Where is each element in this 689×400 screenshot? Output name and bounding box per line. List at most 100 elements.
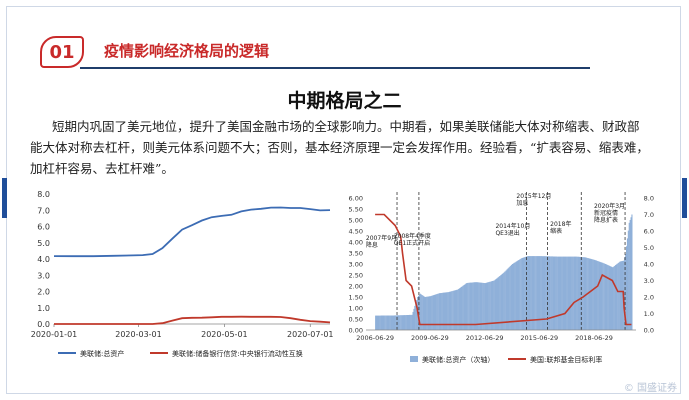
asset-bar	[451, 291, 453, 330]
asset-bar	[511, 264, 513, 330]
asset-bar	[562, 256, 564, 330]
asset-bar	[573, 256, 575, 330]
asset-bar	[412, 311, 414, 330]
slide-nav-tab-left[interactable]	[2, 178, 7, 218]
asset-bar	[553, 256, 555, 330]
asset-bar	[391, 315, 393, 330]
asset-bar	[590, 258, 592, 330]
asset-bar	[390, 315, 392, 330]
asset-bar	[508, 267, 510, 330]
asset-bar	[482, 282, 484, 330]
asset-bar	[577, 256, 579, 330]
asset-bar	[466, 283, 468, 330]
series-line-total-assets	[53, 206, 331, 258]
asset-bar	[576, 256, 578, 330]
event-annotation: 2008年4季度 QE1正式开启	[394, 232, 431, 247]
asset-bar	[420, 294, 422, 330]
asset-bar	[406, 315, 408, 330]
legend-label: 美联储:总资产（次轴）	[422, 355, 494, 364]
asset-bar	[615, 265, 617, 330]
legend-label: 美联储:储备银行信贷:中央银行流动性互换	[172, 349, 303, 358]
y-left-tick-label: 1.50	[349, 294, 363, 302]
asset-bar	[545, 256, 547, 330]
asset-bar	[375, 315, 377, 330]
asset-bar	[428, 296, 430, 330]
asset-bar	[400, 315, 402, 330]
asset-bar	[392, 315, 394, 330]
fed-rate-assets-chart: 0.00 0.50 1.00 1.50 2.00 2.50 3.00 3.50 4.00 4.50…	[349, 192, 654, 364]
asset-bar	[629, 220, 631, 330]
asset-bar	[481, 282, 483, 330]
y-left-tick-label: 5.00	[349, 217, 363, 225]
slide-nav-tab-right[interactable]	[682, 178, 687, 218]
asset-bar	[486, 282, 488, 330]
y-tick-label: 4.0	[37, 255, 50, 264]
asset-bar	[394, 315, 396, 330]
asset-bar	[592, 259, 594, 330]
y-right-tick-label: 3.0	[644, 277, 654, 285]
asset-bar	[415, 302, 417, 330]
asset-bar	[552, 256, 554, 330]
asset-bar	[471, 282, 473, 330]
asset-bar	[527, 256, 529, 330]
asset-bar	[509, 266, 511, 330]
x-tick-label: 2012-06-29	[466, 334, 504, 342]
asset-bar	[507, 268, 509, 330]
asset-bar	[387, 315, 389, 330]
asset-bar	[567, 256, 569, 330]
asset-bar	[595, 260, 597, 330]
asset-bar	[483, 283, 485, 330]
asset-bar	[528, 256, 530, 330]
section-number-badge: 01	[40, 36, 84, 68]
asset-bar	[501, 273, 503, 330]
asset-bar	[463, 285, 465, 330]
asset-bar	[453, 290, 455, 330]
asset-bar	[563, 256, 565, 330]
y-right-tick-label: 5.0	[644, 244, 654, 252]
asset-bar	[455, 290, 457, 330]
asset-bar	[444, 292, 446, 330]
section-title: 疫情影响经济格局的逻辑	[104, 42, 270, 60]
asset-bar	[555, 256, 557, 330]
asset-bar	[426, 296, 428, 330]
asset-bar	[442, 292, 444, 330]
y-left-tick-label: 4.50	[349, 228, 363, 236]
series-line-fed-funds-rate	[375, 213, 632, 326]
event-annotation: 2014年10月 QE3退出	[495, 222, 530, 237]
asset-bar	[416, 300, 418, 330]
y-left-tick-label: 0.50	[349, 316, 363, 324]
y-left-tick-label: 6.00	[349, 195, 363, 203]
asset-bar	[445, 292, 447, 330]
asset-bar	[429, 296, 431, 330]
asset-bar	[488, 282, 490, 330]
asset-bar	[568, 256, 570, 330]
asset-bar	[559, 256, 561, 330]
y-left-tick-label: 4.00	[349, 239, 363, 247]
y-left-tick-label: 3.00	[349, 261, 363, 269]
y-right-tick-label: 1.0	[644, 310, 654, 318]
asset-bar	[615, 264, 617, 330]
asset-bar	[575, 256, 577, 330]
asset-bar	[387, 315, 389, 330]
asset-bar	[589, 258, 591, 330]
asset-bar	[459, 288, 461, 330]
x-tick-label: 2015-06-29	[520, 334, 558, 342]
asset-bar	[554, 256, 556, 330]
asset-bar	[404, 315, 406, 330]
y-left-tick-label: 2.50	[349, 272, 363, 280]
asset-bar	[465, 283, 467, 330]
asset-bar	[600, 262, 602, 330]
asset-bar	[529, 256, 531, 330]
asset-bar	[602, 262, 604, 330]
asset-bar	[539, 256, 541, 330]
asset-bar	[490, 281, 492, 330]
event-annotation: 2007年9月降息	[366, 234, 397, 249]
asset-bar	[519, 259, 521, 330]
asset-bar	[594, 259, 596, 330]
asset-bar	[450, 291, 452, 330]
asset-bar	[517, 260, 519, 330]
asset-bar	[476, 282, 478, 330]
asset-bar	[543, 256, 545, 330]
asset-bar	[473, 282, 475, 330]
asset-bar	[425, 296, 427, 330]
